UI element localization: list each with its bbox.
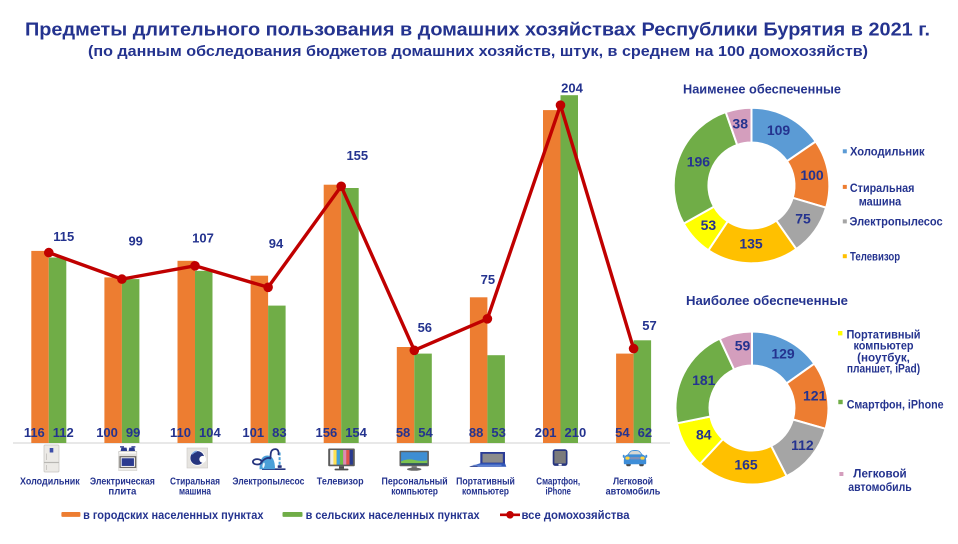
svg-text:129: 129 [771, 345, 795, 361]
svg-text:Наименее обеспеченные: Наименее обеспеченные [683, 83, 841, 97]
svg-text:112: 112 [53, 425, 74, 440]
svg-text:(ноутбук,: (ноутбук, [857, 350, 910, 364]
svg-text:101: 101 [242, 425, 264, 440]
svg-text:все домохозяйства: все домохозяйства [522, 510, 631, 522]
svg-text:Персональный: Персональный [382, 477, 448, 488]
svg-text:58: 58 [396, 425, 410, 440]
svg-text:iPhone: iPhone [545, 487, 571, 498]
svg-text:109: 109 [767, 122, 791, 138]
svg-text:121: 121 [803, 388, 827, 404]
svg-text:компьютер: компьютер [462, 487, 509, 498]
svg-text:62: 62 [638, 425, 652, 440]
svg-text:84: 84 [696, 426, 712, 442]
svg-text:Телевизор: Телевизор [850, 251, 900, 263]
svg-text:Электропылесос: Электропылесос [232, 477, 304, 488]
svg-text:83: 83 [272, 425, 286, 440]
svg-text:88: 88 [469, 425, 483, 440]
svg-text:99: 99 [128, 234, 142, 249]
svg-text:автомобиль: автомобиль [606, 486, 661, 498]
svg-text:181: 181 [692, 372, 716, 388]
svg-text:Предметы длительного пользован: Предметы длительного пользования в домаш… [25, 19, 930, 40]
svg-text:38: 38 [732, 115, 748, 131]
svg-text:Электрическая: Электрическая [90, 477, 155, 488]
svg-text:135: 135 [739, 236, 763, 252]
svg-text:99: 99 [126, 425, 140, 440]
svg-text:53: 53 [491, 425, 505, 440]
svg-text:155: 155 [346, 148, 368, 163]
svg-text:планшет, iPad): планшет, iPad) [847, 361, 920, 375]
svg-text:75: 75 [481, 272, 495, 287]
svg-text:Портативный: Портативный [456, 477, 515, 488]
svg-text:104: 104 [199, 425, 221, 440]
svg-text:Холодильник: Холодильник [20, 477, 80, 488]
svg-text:Электропылесос: Электропылесос [850, 217, 944, 229]
svg-text:в городских населенных пунктах: в городских населенных пунктах [83, 510, 264, 522]
svg-text:54: 54 [418, 425, 433, 440]
svg-text:154: 154 [345, 425, 367, 440]
svg-text:116: 116 [24, 425, 45, 440]
svg-text:Смартфон,: Смартфон, [536, 476, 580, 488]
svg-text:машина: машина [179, 487, 211, 498]
svg-text:автомобиль: автомобиль [848, 480, 911, 494]
svg-text:Стиральная: Стиральная [850, 183, 915, 195]
svg-text:115: 115 [53, 229, 74, 244]
svg-text:54: 54 [615, 425, 630, 440]
svg-text:196: 196 [687, 154, 711, 170]
svg-text:Телевизор: Телевизор [317, 477, 364, 488]
svg-text:в сельских населенных пунктах: в сельских населенных пунктах [306, 510, 481, 522]
svg-text:компьютер: компьютер [853, 339, 913, 353]
svg-text:(по данным обследования бюджет: (по данным обследования бюджетов домашни… [88, 44, 868, 60]
svg-text:машина: машина [859, 196, 902, 208]
svg-text:компьютер: компьютер [391, 487, 438, 498]
svg-text:107: 107 [192, 230, 214, 245]
svg-text:Наиболее обеспеченные: Наиболее обеспеченные [686, 294, 848, 308]
svg-text:100: 100 [800, 167, 824, 183]
svg-text:Смартфон, iPhone: Смартфон, iPhone [847, 398, 944, 412]
svg-text:75: 75 [795, 210, 811, 226]
svg-text:110: 110 [170, 425, 191, 440]
svg-text:204: 204 [561, 81, 583, 96]
svg-text:100: 100 [96, 425, 118, 440]
svg-text:210: 210 [565, 425, 587, 440]
svg-text:Холодильник: Холодильник [850, 147, 925, 159]
svg-text:плита: плита [108, 487, 136, 498]
svg-text:156: 156 [315, 425, 337, 440]
svg-text:Стиральная: Стиральная [170, 477, 220, 488]
svg-text:56: 56 [418, 320, 432, 335]
svg-text:Легковой: Легковой [853, 467, 906, 481]
svg-text:53: 53 [701, 217, 717, 233]
svg-text:112: 112 [791, 437, 814, 453]
svg-text:Портативный: Портативный [846, 327, 920, 341]
svg-text:57: 57 [642, 318, 656, 333]
svg-text:165: 165 [734, 456, 758, 472]
svg-text:94: 94 [269, 236, 284, 251]
svg-text:Легковой: Легковой [613, 477, 653, 488]
svg-text:201: 201 [535, 425, 557, 440]
svg-text:59: 59 [735, 337, 751, 353]
